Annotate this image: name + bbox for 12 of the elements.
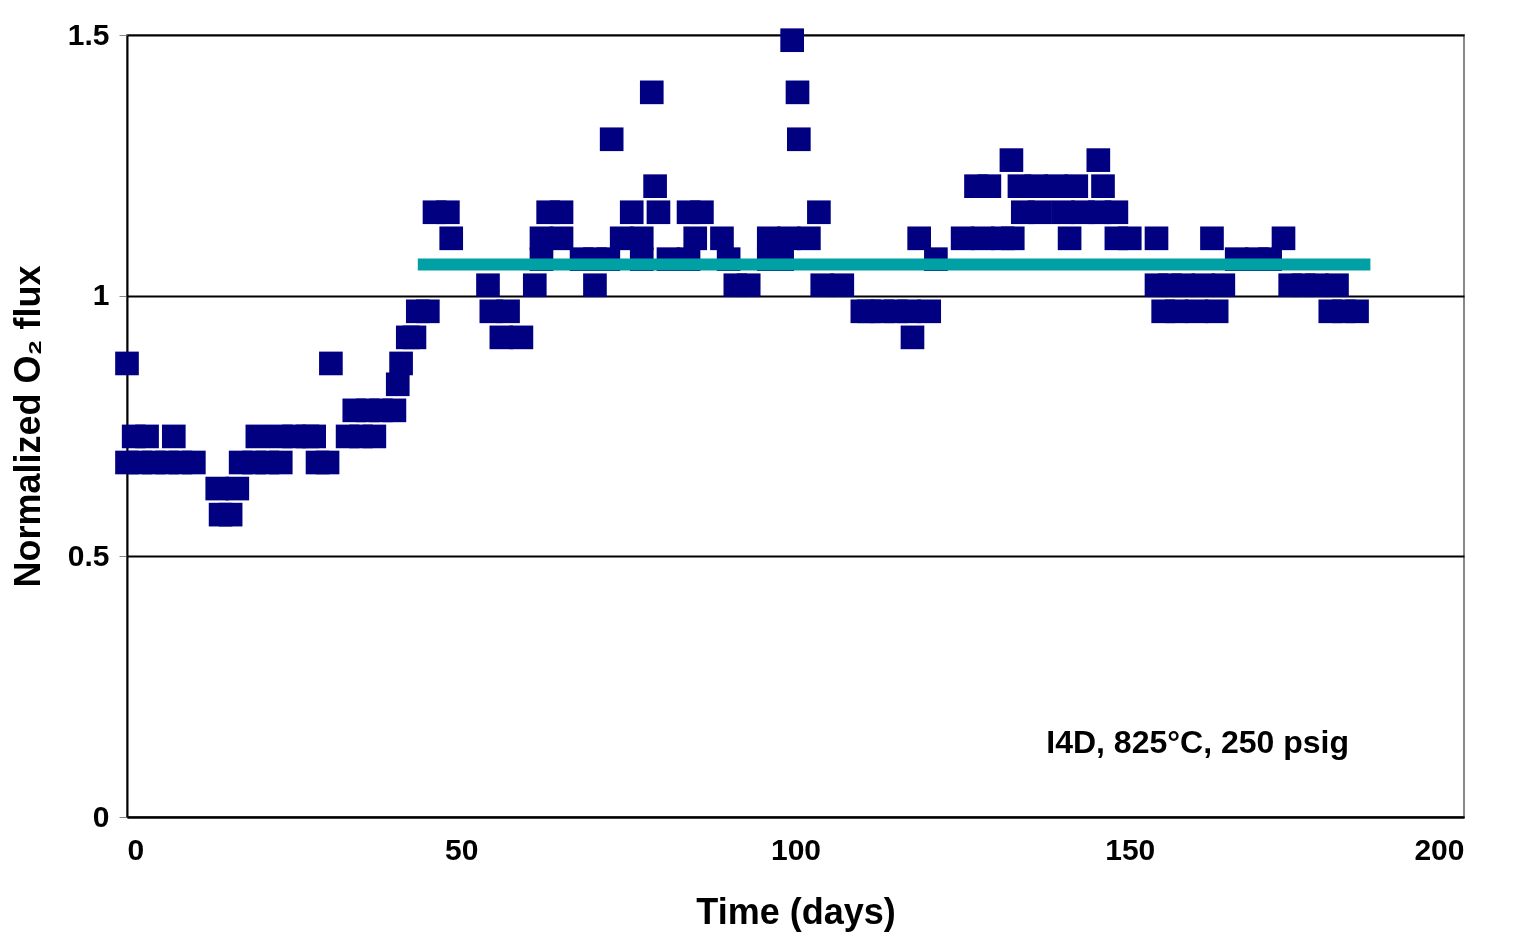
x-tick-label: 200	[1414, 832, 1465, 866]
y-tick-label: 0	[92, 799, 110, 833]
x-tick-label: 0	[127, 832, 145, 866]
x-axis-title: Time (days)	[696, 890, 896, 932]
y-tick-label: 1	[92, 278, 110, 312]
annotation: I4D, 825°C, 250 psig	[1046, 724, 1349, 760]
x-tick-label: 50	[445, 832, 479, 866]
x-tick-label: 100	[770, 832, 822, 866]
y-tick-label: 1.5	[67, 17, 110, 51]
x-tick-label: 150	[1105, 832, 1156, 866]
y-axis-title: Normalized O₂ flux	[6, 265, 48, 588]
y-tick-label: 0.5	[67, 538, 110, 572]
